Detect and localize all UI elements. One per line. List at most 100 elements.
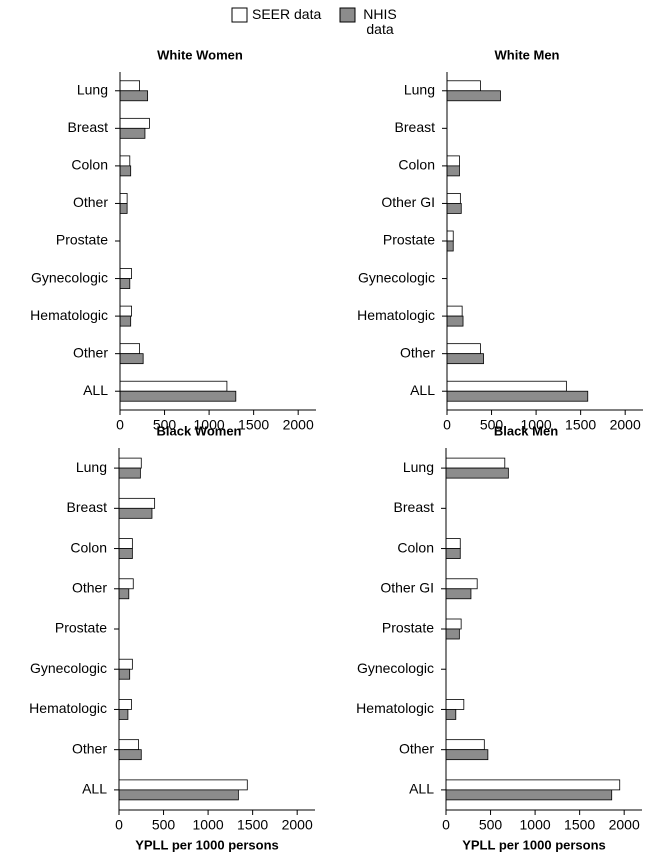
bar	[445, 789, 613, 801]
bar	[118, 548, 133, 559]
bar	[446, 155, 460, 167]
category-label: Colon	[397, 539, 434, 555]
bar	[119, 343, 141, 355]
bar	[119, 193, 128, 204]
bar	[445, 588, 472, 600]
bar	[446, 230, 454, 242]
x-tick-label: 0	[442, 817, 450, 833]
bar	[119, 380, 228, 392]
x-tick-label: 0	[443, 417, 451, 433]
category-label: Other	[72, 579, 107, 595]
x-tick-label: 2000	[282, 817, 313, 833]
bar	[118, 709, 129, 720]
bar	[446, 165, 460, 177]
bar	[446, 90, 501, 102]
bar	[446, 380, 567, 392]
category-label: Other	[399, 740, 434, 756]
bar	[446, 315, 464, 327]
legend-label: SEER data	[252, 6, 322, 22]
category-label: ALL	[82, 781, 107, 797]
x-tick-label: 500	[153, 417, 177, 433]
category-label: Lung	[403, 459, 434, 475]
bar	[118, 457, 142, 469]
bar	[445, 699, 465, 710]
bar	[446, 353, 484, 365]
bar	[119, 155, 131, 167]
bar	[119, 117, 150, 129]
category-label: Hematologic	[356, 700, 434, 716]
x-tick-label: 500	[480, 417, 504, 433]
category-label: Prostate	[55, 620, 107, 636]
bar	[118, 699, 132, 710]
category-label: Hematologic	[29, 700, 107, 716]
bar	[446, 193, 461, 204]
legend-label: NHIS data	[363, 6, 397, 37]
bar	[445, 709, 457, 720]
x-axis-label: YPLL per 1000 persons	[135, 837, 279, 852]
bar	[445, 749, 489, 761]
category-label: Gynecologic	[357, 660, 434, 676]
category-label: Lung	[404, 81, 435, 97]
bar	[445, 739, 485, 751]
bar	[445, 578, 478, 590]
x-tick-label: 1000	[194, 417, 225, 433]
category-label: Colon	[398, 157, 435, 173]
bar	[445, 457, 506, 469]
x-tick-label: 0	[116, 417, 124, 433]
bar	[446, 305, 463, 317]
bar	[445, 548, 461, 559]
bar	[446, 240, 454, 252]
category-label: Prostate	[383, 232, 435, 248]
bar	[445, 467, 509, 479]
bar	[119, 127, 146, 139]
bar	[118, 538, 133, 549]
category-label: Breast	[394, 499, 435, 515]
x-tick-label: 1500	[564, 817, 595, 833]
panel-title: White Men	[495, 47, 560, 62]
category-label: Lung	[76, 459, 107, 475]
x-tick-label: 2000	[610, 417, 641, 433]
bar	[119, 90, 149, 102]
category-label: Prostate	[382, 620, 434, 636]
category-label: ALL	[409, 781, 434, 797]
category-label: Other	[400, 344, 435, 360]
bar	[118, 658, 133, 670]
panel-title: Black Women	[156, 423, 241, 438]
bar	[118, 497, 156, 509]
x-tick-label: 1500	[237, 817, 268, 833]
x-tick-label: 1500	[238, 417, 269, 433]
bar	[118, 588, 130, 600]
bar	[445, 779, 621, 791]
bar	[446, 203, 462, 214]
category-label: Colon	[71, 157, 108, 173]
bar	[118, 739, 140, 751]
bar	[446, 80, 481, 92]
x-tick-label: 1000	[193, 817, 224, 833]
legend-swatch	[339, 7, 356, 23]
category-label: Hematologic	[357, 307, 435, 323]
category-label: Prostate	[56, 232, 108, 248]
category-label: ALL	[410, 382, 435, 398]
category-label: Breast	[395, 119, 436, 135]
bar	[119, 278, 131, 289]
category-label: Gynecologic	[30, 660, 107, 676]
x-tick-label: 500	[152, 817, 176, 833]
category-label: Gynecologic	[31, 269, 108, 285]
category-label: Other GI	[380, 579, 434, 595]
panel-title: White Women	[157, 47, 243, 62]
bar	[446, 390, 589, 402]
x-axis-label: YPLL per 1000 persons	[462, 837, 606, 852]
x-tick-label: 1500	[565, 417, 596, 433]
category-label: Colon	[70, 539, 107, 555]
category-label: Breast	[67, 499, 108, 515]
category-label: Gynecologic	[358, 269, 435, 285]
bar	[119, 203, 128, 214]
x-tick-label: 2000	[283, 417, 314, 433]
x-tick-label: 1000	[520, 817, 551, 833]
bar	[445, 538, 461, 549]
x-tick-label: 500	[479, 817, 503, 833]
category-label: Other	[73, 194, 108, 210]
x-tick-label: 2000	[609, 817, 640, 833]
bar	[119, 165, 132, 177]
bar	[118, 668, 131, 680]
